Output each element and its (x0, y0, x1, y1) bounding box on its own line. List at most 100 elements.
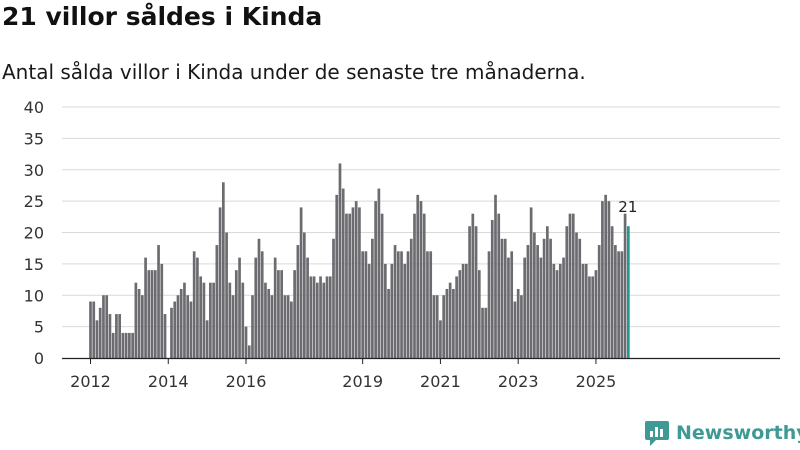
bar (481, 307, 484, 358)
bar (358, 207, 361, 358)
highlight-value-label: 21 (618, 198, 637, 216)
bar (131, 332, 134, 358)
bar (461, 263, 465, 358)
bar (455, 276, 458, 358)
bar (500, 238, 504, 358)
bar (549, 238, 552, 358)
bar (562, 257, 565, 358)
bar (267, 288, 271, 358)
bar (163, 314, 167, 358)
bar (578, 238, 582, 358)
bar (338, 163, 342, 358)
bar (383, 263, 387, 358)
bar (296, 245, 300, 358)
bar (507, 257, 510, 358)
bar (179, 288, 183, 358)
bar (390, 263, 394, 358)
bar (516, 288, 520, 358)
bar (361, 251, 365, 358)
bar (497, 213, 501, 358)
bar (306, 257, 309, 358)
bar (513, 301, 517, 358)
bar (244, 326, 248, 358)
bar (192, 251, 196, 358)
bar (432, 295, 436, 358)
bar (260, 251, 264, 358)
bar (364, 251, 368, 358)
bar (536, 245, 539, 358)
bar (555, 270, 559, 358)
bar (273, 257, 277, 358)
bar (558, 263, 562, 358)
x-tick-label: 2025 (576, 372, 617, 391)
bar (128, 332, 131, 358)
bar (153, 270, 157, 358)
bar (234, 270, 238, 358)
bar (552, 263, 556, 358)
y-tick-label: 30 (24, 161, 44, 180)
bar (439, 320, 442, 358)
bar (215, 245, 219, 358)
bar (484, 307, 488, 358)
bar (371, 238, 374, 358)
bar (325, 276, 329, 358)
bar (591, 276, 595, 358)
bar (542, 238, 546, 358)
bar (280, 270, 284, 358)
bar (257, 238, 261, 358)
bar (571, 213, 575, 358)
bar (102, 295, 105, 358)
bar (354, 201, 358, 358)
bar (448, 282, 452, 358)
bar (209, 282, 212, 358)
bar (468, 226, 471, 358)
y-tick-label: 10 (24, 286, 44, 305)
bar (607, 201, 611, 358)
bar (351, 207, 355, 358)
bar (170, 307, 173, 358)
bar (140, 295, 144, 358)
bar (503, 238, 507, 358)
y-tick-label: 5 (34, 318, 44, 337)
bar (105, 295, 109, 358)
bar (520, 295, 523, 358)
bar (247, 345, 251, 358)
bar (464, 263, 468, 358)
bar (377, 188, 381, 358)
bars (89, 163, 630, 358)
bar (147, 270, 151, 358)
bar (445, 288, 449, 358)
bar (312, 276, 316, 358)
bar (332, 238, 335, 358)
bar (510, 251, 514, 358)
bar (121, 332, 125, 358)
bar (490, 219, 494, 358)
bar (422, 213, 426, 358)
bar (581, 263, 585, 358)
y-tick-label: 15 (24, 255, 44, 274)
bar (283, 295, 287, 358)
bar (533, 232, 536, 358)
bar (186, 295, 190, 358)
bar (452, 288, 455, 358)
chart-subtitle: Antal sålda villor i Kinda under de sena… (2, 60, 586, 84)
bar (565, 226, 569, 358)
bar (160, 263, 164, 358)
bar (108, 314, 112, 358)
bar (584, 263, 588, 358)
bar (277, 270, 280, 358)
bar (221, 182, 225, 358)
newsworthy-logo: Newsworthy (644, 419, 800, 447)
bar (124, 332, 128, 358)
bar (225, 232, 228, 358)
x-axis: 2012 2014 2016 2019 2021 2023 2025 (62, 357, 780, 391)
bar (134, 282, 138, 358)
bar (270, 295, 274, 358)
bar (601, 201, 604, 358)
bar (614, 245, 617, 358)
bar (419, 201, 423, 358)
bar (212, 282, 215, 358)
bar (254, 257, 258, 358)
bar (426, 251, 429, 358)
bar (176, 295, 180, 358)
